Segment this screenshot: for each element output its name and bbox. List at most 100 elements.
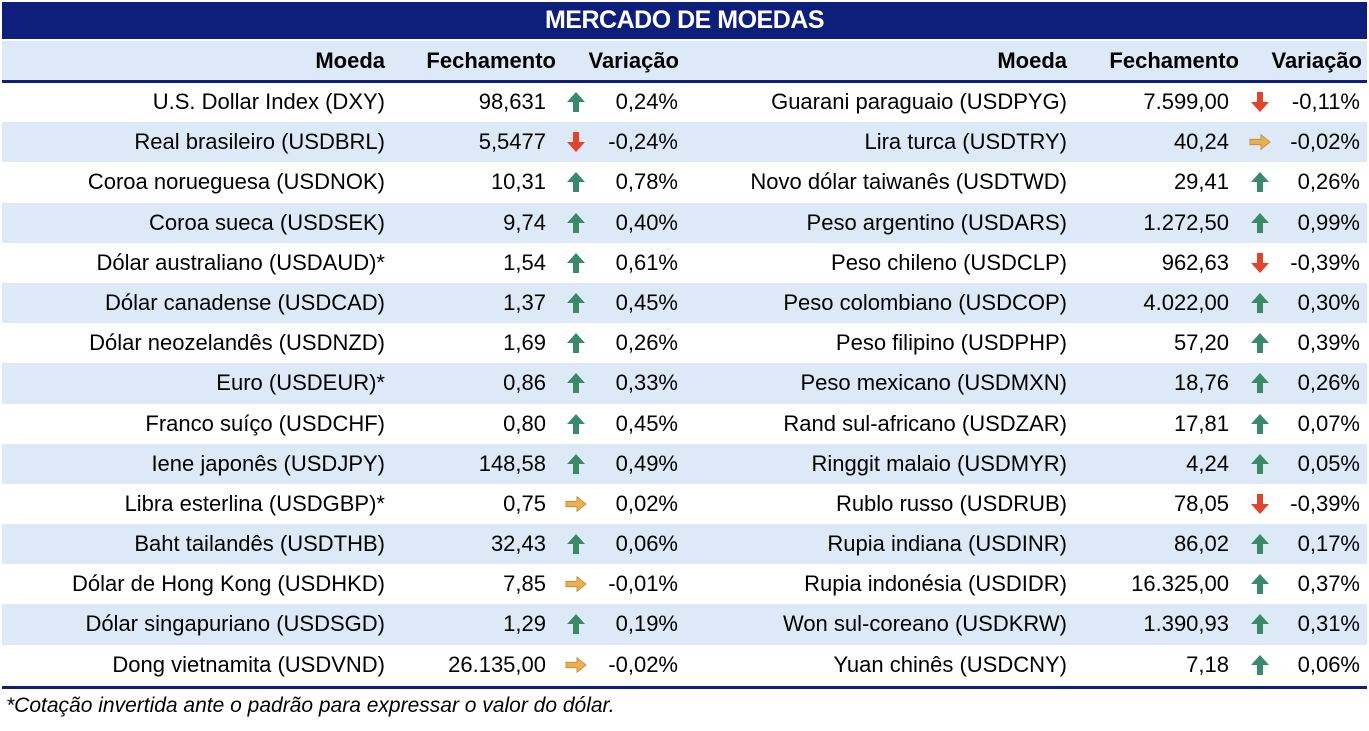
closing-value: 1,29 [503, 611, 546, 637]
arrow-up-icon [1249, 613, 1271, 635]
variation-value: 0,33% [615, 370, 678, 396]
variation-value: 0,19% [615, 611, 678, 637]
table-row: U.S. Dollar Index (DXY) 98,631 0,24% Guaran… [2, 82, 1367, 122]
closing-value: 7,18 [1186, 651, 1229, 677]
variation-value: 0,26% [1297, 370, 1360, 396]
currency-name: Peso argentino (USDARS) [806, 209, 1067, 235]
currency-name: Dólar australiano (USDAUD)* [96, 249, 385, 275]
table-bottom-rule [2, 686, 1367, 689]
currency-name: Coroa norueguesa (USDNOK) [87, 169, 385, 195]
arrow-up-icon [1249, 332, 1271, 354]
closing-value: 10,31 [490, 169, 546, 195]
closing-value: 7.599,00 [1143, 89, 1229, 114]
currency-name: Iene japonês (USDJPY) [151, 450, 385, 476]
header-variacao-right: Variação [1271, 48, 1362, 73]
currency-name: U.S. Dollar Index (DXY) [152, 89, 385, 114]
closing-value: 1,37 [503, 289, 546, 315]
closing-value: 4.022,00 [1143, 289, 1229, 315]
arrow-up-icon [565, 91, 587, 113]
currency-name: Peso chileno (USDCLP) [831, 249, 1067, 275]
arrow-up-icon [565, 372, 587, 394]
closing-value: 0,75 [503, 490, 546, 516]
variation-value: -0,39% [1290, 249, 1360, 275]
arrow-up-icon [565, 171, 587, 193]
arrow-up-icon [1249, 413, 1271, 435]
variation-value: -0,02% [608, 651, 678, 677]
arrow-up-icon [565, 453, 587, 475]
currency-name: Dong vietnamita (USDVND) [112, 651, 385, 677]
arrow-down-icon [1249, 91, 1271, 113]
variation-value: 0,39% [1297, 330, 1360, 356]
arrow-down-icon [1249, 252, 1271, 274]
header-fechamento-left: Fechamento [426, 48, 556, 73]
closing-value: 1.272,50 [1143, 209, 1229, 235]
variation-value: 0,45% [615, 289, 678, 315]
arrow-right-icon [565, 493, 587, 515]
arrow-up-icon [1249, 654, 1271, 676]
arrow-up-icon [1249, 171, 1271, 193]
closing-value: 1.390,93 [1143, 611, 1229, 637]
table-row: Coroa norueguesa (USDNOK) 10,31 0,78% Novo … [2, 162, 1367, 202]
arrow-right-icon [565, 654, 587, 676]
variation-value: -0,01% [608, 571, 678, 597]
closing-value: 98,631 [478, 89, 546, 114]
arrow-up-icon [565, 332, 587, 354]
arrow-up-icon [1249, 533, 1271, 555]
variation-value: 0,37% [1297, 571, 1360, 597]
variation-value: 0,40% [615, 209, 678, 235]
variation-value: 0,26% [1297, 169, 1360, 195]
closing-value: 78,05 [1173, 490, 1229, 516]
closing-value: 57,20 [1173, 330, 1229, 356]
arrow-up-icon [565, 292, 587, 314]
variation-value: 0,05% [1297, 450, 1360, 476]
closing-value: 1,54 [503, 249, 546, 275]
table-row: Baht tailandês (USDTHB) 32,43 0,06% Rupia i… [2, 524, 1367, 565]
table-row: Libra esterlina (USDGBP)* 0,75 0,02% Rublo … [2, 484, 1367, 524]
header-variacao-left: Variação [588, 48, 679, 73]
closing-value: 32,43 [490, 531, 546, 557]
closing-value: 7,85 [503, 571, 546, 597]
table-body: U.S. Dollar Index (DXY) 98,631 0,24% Guaran… [2, 82, 1367, 685]
closing-value: 1,69 [503, 330, 546, 356]
variation-value: 0,17% [1297, 531, 1360, 557]
arrow-up-icon [1249, 453, 1271, 475]
closing-value: 40,24 [1173, 129, 1229, 155]
table-row: Dólar singapuriano (USDSGD) 1,29 0,19% Won … [2, 604, 1367, 645]
closing-value: 148,58 [478, 450, 546, 476]
variation-value: 0,45% [615, 410, 678, 436]
variation-value: 0,02% [615, 490, 678, 516]
currency-name: Euro (USDEUR)* [216, 370, 385, 396]
arrow-up-icon [1249, 292, 1271, 314]
currency-name: Guarani paraguaio (USDPYG) [771, 89, 1067, 114]
header-fechamento-right: Fechamento [1109, 48, 1239, 73]
variation-value: 0,06% [1297, 651, 1360, 677]
currency-name: Dólar canadense (USDCAD) [105, 289, 385, 315]
variation-value: 0,99% [1297, 209, 1360, 235]
table-row: Dólar canadense (USDCAD) 1,37 0,45% Peso co… [2, 282, 1367, 324]
arrow-up-icon [1249, 573, 1271, 595]
arrow-up-icon [1249, 212, 1271, 234]
arrow-up-icon [1249, 372, 1271, 394]
table-row: Dólar de Hong Kong (USDHKD) 7,85 -0,01% Rup… [2, 564, 1367, 604]
variation-value: 0,06% [615, 531, 678, 557]
table-row: Iene japonês (USDJPY) 148,58 0,49% Ringgit … [2, 443, 1367, 484]
table-row: Coroa sueca (USDSEK) 9,74 0,40% Peso argent… [2, 202, 1367, 243]
arrow-down-icon [1249, 493, 1271, 515]
closing-value: 9,74 [503, 209, 546, 235]
currency-name: Dólar de Hong Kong (USDHKD) [71, 571, 385, 597]
closing-value: 16.325,00 [1131, 571, 1229, 597]
header-moeda-right: Moeda [997, 48, 1067, 73]
closing-value: 29,41 [1173, 169, 1229, 195]
currency-name: Peso mexicano (USDMXN) [800, 370, 1067, 396]
currency-name: Rupia indonésia (USDIDR) [804, 571, 1067, 597]
closing-value: 86,02 [1173, 531, 1229, 557]
variation-value: 0,49% [615, 450, 678, 476]
variation-value: -0,39% [1290, 490, 1360, 516]
table-row: Dólar australiano (USDAUD)* 1,54 0,61% Peso… [2, 243, 1367, 283]
variation-value: 0,31% [1297, 611, 1360, 637]
table-row: Real brasileiro (USDBRL) 5,5477 -0,24% Lira… [2, 122, 1367, 163]
variation-value: 0,30% [1297, 289, 1360, 315]
variation-value: 0,07% [1297, 410, 1360, 436]
closing-value: 962,63 [1161, 249, 1229, 275]
currency-name: Real brasileiro (USDBRL) [134, 129, 385, 155]
